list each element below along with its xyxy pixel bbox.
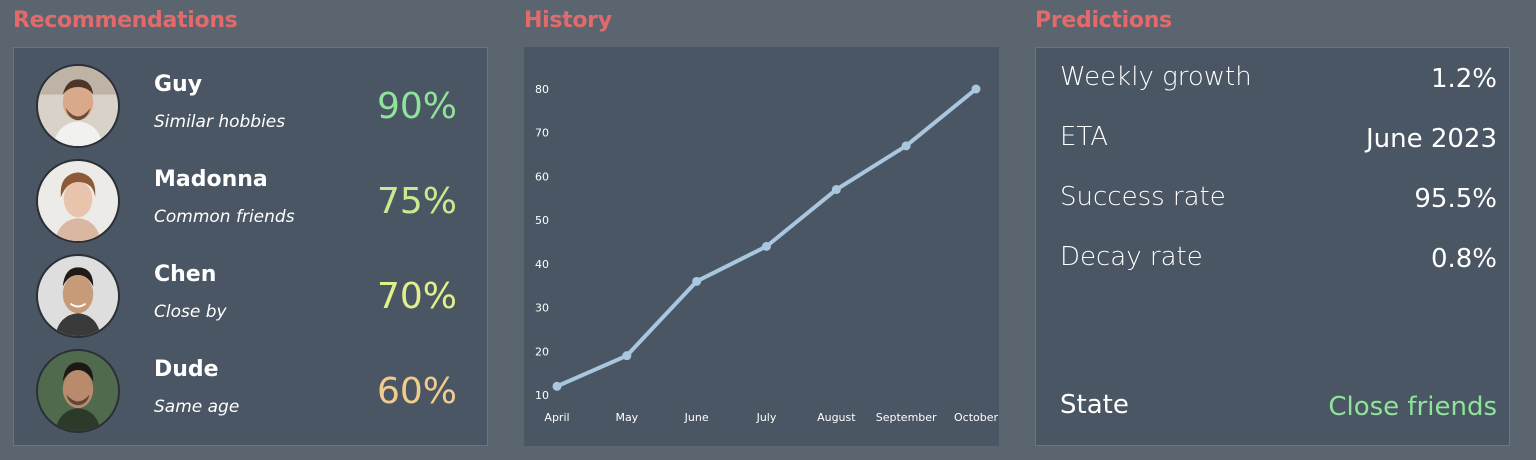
x-tick-label: September bbox=[876, 411, 937, 424]
recommendations-title: Recommendations bbox=[13, 8, 238, 33]
recommendation-score: 70% bbox=[376, 276, 457, 317]
series-line bbox=[556, 87, 978, 389]
x-tick-label: June bbox=[684, 411, 709, 424]
recommendations-panel: Guy Similar hobbies 90% Madonna Common f… bbox=[13, 47, 488, 446]
prediction-row-state: State Close friends bbox=[1060, 390, 1497, 430]
recommendation-score: 60% bbox=[376, 371, 457, 412]
prediction-value: June 2023 bbox=[1365, 124, 1497, 154]
prediction-value: 95.5% bbox=[1414, 184, 1497, 214]
recommendation-name: Dude bbox=[154, 357, 219, 382]
prediction-row-success-rate: Success rate 95.5% bbox=[1060, 182, 1497, 222]
recommendation-name: Madonna bbox=[154, 167, 268, 192]
state-label: State bbox=[1060, 390, 1129, 420]
state-value: Close friends bbox=[1328, 392, 1497, 422]
prediction-row-eta: ETA June 2023 bbox=[1060, 122, 1497, 162]
x-tick-label: April bbox=[544, 411, 569, 424]
recommendation-row-madonna[interactable]: Madonna Common friends 75% bbox=[14, 143, 487, 243]
data-point[interactable] bbox=[692, 276, 702, 286]
prediction-label: ETA bbox=[1060, 122, 1109, 152]
avatar-chen[interactable] bbox=[36, 254, 120, 338]
recommendation-reason: Similar hobbies bbox=[154, 112, 286, 132]
y-tick-label: 40 bbox=[535, 258, 549, 271]
history-title: History bbox=[524, 8, 612, 33]
recommendation-score: 75% bbox=[376, 181, 457, 222]
recommendation-reason: Common friends bbox=[154, 207, 295, 227]
x-tick-label: August bbox=[817, 411, 856, 424]
predictions-panel: Weekly growth 1.2% ETA June 2023 Success… bbox=[1035, 47, 1510, 446]
data-point[interactable] bbox=[901, 141, 911, 151]
prediction-row-decay-rate: Decay rate 0.8% bbox=[1060, 242, 1497, 282]
prediction-value: 1.2% bbox=[1430, 64, 1497, 94]
recommendation-reason: Close by bbox=[154, 302, 227, 322]
avatar-dude[interactable] bbox=[36, 349, 120, 433]
recommendation-row-dude[interactable]: Dude Same age 60% bbox=[14, 333, 487, 433]
prediction-label: Decay rate bbox=[1060, 242, 1203, 272]
x-tick-label: October bbox=[954, 411, 998, 424]
data-point[interactable] bbox=[762, 241, 771, 251]
recommendation-name: Chen bbox=[154, 262, 217, 287]
history-chart: 10 20 30 40 50 60 70 80 April May June July August Se… bbox=[535, 83, 998, 424]
recommendation-score: 90% bbox=[376, 86, 457, 127]
x-tick-label: May bbox=[615, 411, 638, 424]
avatar-guy[interactable] bbox=[36, 64, 120, 148]
y-tick-label: 30 bbox=[535, 302, 549, 315]
y-tick-label: 10 bbox=[535, 389, 549, 402]
recommendation-row-chen[interactable]: Chen Close by 70% bbox=[14, 238, 487, 338]
y-tick-label: 80 bbox=[535, 83, 549, 96]
y-tick-label: 70 bbox=[535, 127, 549, 140]
y-tick-label: 60 bbox=[535, 170, 549, 183]
recommendation-reason: Same age bbox=[154, 397, 240, 417]
data-point[interactable] bbox=[971, 84, 981, 94]
prediction-row-weekly-growth: Weekly growth 1.2% bbox=[1060, 62, 1497, 102]
predictions-title: Predictions bbox=[1035, 8, 1172, 33]
prediction-label: Weekly growth bbox=[1060, 62, 1252, 92]
data-point[interactable] bbox=[552, 381, 562, 391]
recommendation-name: Guy bbox=[154, 72, 203, 97]
history-panel: 10 20 30 40 50 60 70 80 April May June July August Se… bbox=[524, 47, 999, 446]
y-tick-label: 20 bbox=[535, 345, 549, 358]
data-point[interactable] bbox=[831, 185, 841, 195]
x-tick-label: July bbox=[756, 411, 777, 424]
prediction-label: Success rate bbox=[1060, 182, 1226, 212]
data-point[interactable] bbox=[622, 351, 632, 361]
avatar-madonna[interactable] bbox=[36, 159, 120, 243]
prediction-value: 0.8% bbox=[1430, 244, 1497, 274]
recommendation-row-guy[interactable]: Guy Similar hobbies 90% bbox=[14, 48, 487, 148]
y-tick-label: 50 bbox=[535, 214, 549, 227]
